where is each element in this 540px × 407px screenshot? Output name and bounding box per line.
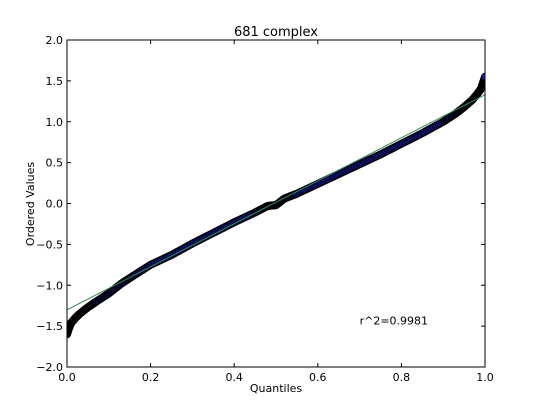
x-tick-label: 0.8 — [393, 371, 411, 384]
y-tick-label: −2.0 — [36, 361, 63, 374]
y-tick-label: −1.5 — [36, 320, 63, 333]
x-tick-label: 0.4 — [225, 371, 243, 384]
data-layer — [67, 72, 485, 339]
plot-area — [67, 72, 485, 339]
x-tick-label: 0.2 — [142, 371, 160, 384]
y-tick-label: 2.0 — [46, 34, 64, 47]
fit-line — [67, 94, 485, 311]
y-tick-label: 1.5 — [46, 75, 64, 88]
axes-frame: 0.0 0.2 0.4 0.6 0.8 1.0 2.0 1.5 1.0 0.5 0.0 −0.5 −1.… — [36, 34, 493, 384]
y-tick-label: −1.0 — [36, 279, 63, 292]
y-tick-label: 0.5 — [46, 157, 64, 170]
y-tick-label: 1.0 — [46, 116, 64, 129]
x-tick-label: 0.0 — [58, 371, 76, 384]
y-tick-label: 0.0 — [46, 198, 64, 211]
x-axis-label: Quantiles — [250, 382, 303, 395]
x-tick-label: 1.0 — [476, 371, 494, 384]
x-tick-label: 0.6 — [309, 371, 327, 384]
chart-title: 681 complex — [234, 25, 318, 40]
y-axis-label: Ordered Values — [24, 162, 37, 246]
y-tick-label: −0.5 — [36, 238, 63, 251]
r-squared-annotation: r^2=0.9981 — [360, 314, 428, 327]
